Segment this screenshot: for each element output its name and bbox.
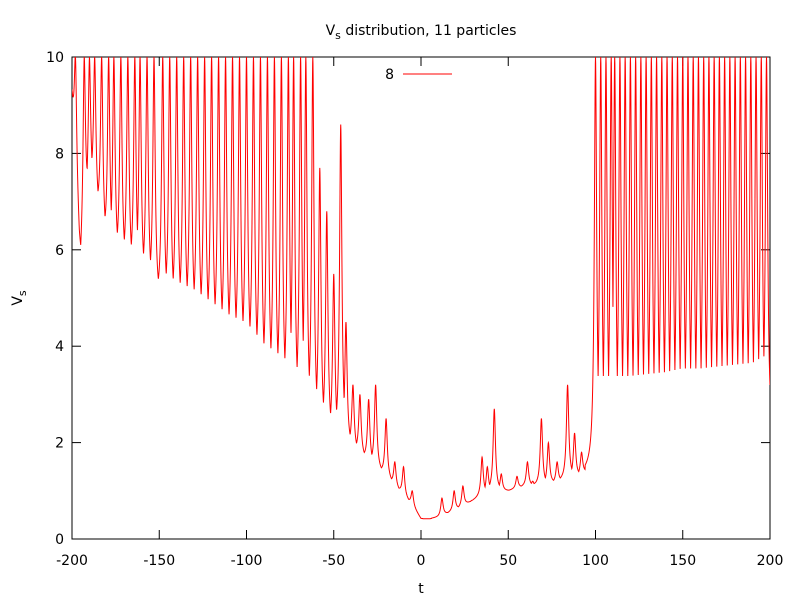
y-tick-label: 10 [46,50,64,66]
plot-area-border [71,56,771,540]
legend: 8 [385,67,452,83]
y-tick-label: 6 [55,243,64,259]
y-tick-label: 4 [55,339,64,355]
x-tick-label: 150 [669,553,696,569]
x-tick-label: 200 [757,553,784,569]
x-tick-label: 50 [499,553,517,569]
x-tick-label: 100 [582,553,609,569]
x-tick-label: -150 [143,553,175,569]
y-tick-label: 0 [55,532,64,548]
y-axis-label: Vs [10,290,29,306]
x-axis-label: t [418,581,424,597]
legend-label: 8 [385,67,394,83]
x-tick-label: -50 [322,553,345,569]
chart-title: Vs distribution, 11 particles [326,23,517,42]
series-line [72,57,770,520]
x-tick-label: -200 [56,553,88,569]
y-axis-ticks: 0 2 4 6 8 10 [46,50,770,548]
y-tick-label: 2 [55,436,64,452]
x-tick-label: -100 [231,553,263,569]
y-tick-label: 8 [55,146,64,162]
x-axis-ticks: -200 -150 -100 -50 0 50 100 150 200 [56,57,783,569]
x-tick-label: 0 [417,553,426,569]
